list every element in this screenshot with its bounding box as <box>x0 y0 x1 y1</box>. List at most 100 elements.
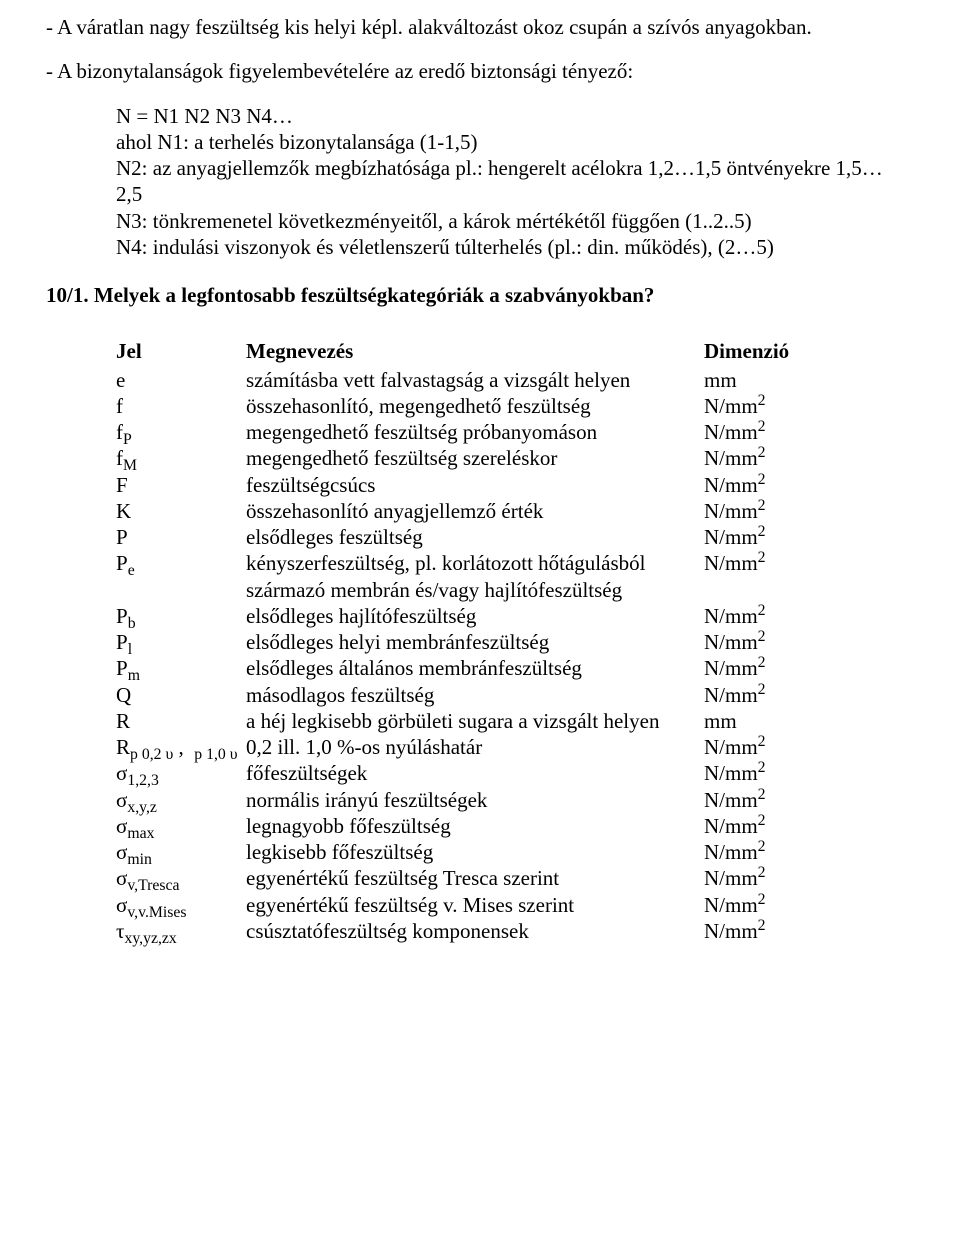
cell-dimension: N/mm2 <box>704 550 824 576</box>
table-row: τxy,yz,zxcsúsztatófeszültség komponensek… <box>116 918 904 944</box>
cell-dimension: mm <box>704 367 824 393</box>
cell-symbol: Q <box>116 682 246 708</box>
cell-dimension: N/mm2 <box>704 918 824 944</box>
cell-name: másodlagos feszültség <box>246 682 704 708</box>
cell-name: összehasonlító, megengedhető feszültség <box>246 393 704 419</box>
cell-dimension: N/mm2 <box>704 760 824 786</box>
formula-line-2: ahol N1: a terhelés bizonytalansága (1-1… <box>116 129 904 155</box>
table-row: Plelsődleges helyi membránfeszültségN/mm… <box>116 629 904 655</box>
table-header-name: Megnevezés <box>246 338 704 364</box>
cell-dimension: N/mm2 <box>704 445 824 471</box>
table-row: fösszehasonlító, megengedhető feszültség… <box>116 393 904 419</box>
cell-dimension: N/mm2 <box>704 892 824 918</box>
table-row: Pekényszerfeszültség, pl. korlátozott hő… <box>116 550 904 603</box>
cell-name: elsődleges hajlítófeszültség <box>246 603 704 629</box>
table-row: Qmásodlagos feszültségN/mm2 <box>116 682 904 708</box>
table-row: Pmelsődleges általános membránfeszültség… <box>116 655 904 681</box>
table-row: fMmegengedhető feszültség szereléskorN/m… <box>116 445 904 471</box>
cell-name: egyenértékű feszültség v. Mises szerint <box>246 892 704 918</box>
cell-dimension: N/mm2 <box>704 734 824 760</box>
cell-name: legkisebb főfeszültség <box>246 839 704 865</box>
cell-name: főfeszültségek <box>246 760 704 786</box>
cell-dimension: N/mm2 <box>704 419 824 445</box>
table-header-dim: Dimenzió <box>704 338 824 364</box>
cell-symbol: fP <box>116 419 246 445</box>
cell-dimension: N/mm2 <box>704 393 824 419</box>
cell-symbol: σv,Tresca <box>116 865 246 891</box>
paragraph-1: - A váratlan nagy feszültség kis helyi k… <box>46 14 914 40</box>
table-row: σv,Trescaegyenértékű feszültség Tresca s… <box>116 865 904 891</box>
cell-dimension: N/mm2 <box>704 813 824 839</box>
table-row: FfeszültségcsúcsN/mm2 <box>116 472 904 498</box>
table-row: σx,y,znormális irányú feszültségekN/mm2 <box>116 787 904 813</box>
cell-symbol: σmin <box>116 839 246 865</box>
cell-symbol: P <box>116 524 246 550</box>
table-row: Rp 0,2 υ , p 1,0 υ0,2 ill. 1,0 %-os nyúl… <box>116 734 904 760</box>
cell-name: elsődleges feszültség <box>246 524 704 550</box>
cell-symbol: K <box>116 498 246 524</box>
cell-dimension: N/mm2 <box>704 629 824 655</box>
cell-symbol: F <box>116 472 246 498</box>
table-header-sym: Jel <box>116 338 246 364</box>
table-row: σ1,2,3főfeszültségekN/mm2 <box>116 760 904 786</box>
cell-name: normális irányú feszültségek <box>246 787 704 813</box>
table-row: Kösszehasonlító anyagjellemző értékN/mm2 <box>116 498 904 524</box>
paragraph-2: - A bizonytalanságok figyelembevételére … <box>46 58 914 84</box>
cell-symbol: Pb <box>116 603 246 629</box>
cell-name: egyenértékű feszültség Tresca szerint <box>246 865 704 891</box>
cell-dimension: mm <box>704 708 824 734</box>
cell-symbol: f <box>116 393 246 419</box>
cell-symbol: Pe <box>116 550 246 576</box>
cell-name: elsődleges helyi membránfeszültség <box>246 629 704 655</box>
cell-dimension: N/mm2 <box>704 682 824 708</box>
table-header-row: Jel Megnevezés Dimenzió <box>116 338 904 364</box>
table-row: fPmegengedhető feszültség próbanyomásonN… <box>116 419 904 445</box>
cell-name: megengedhető feszültség próbanyomáson <box>246 419 704 445</box>
cell-name: 0,2 ill. 1,0 %-os nyúláshatár <box>246 734 704 760</box>
formula-block: N = N1 N2 N3 N4… ahol N1: a terhelés biz… <box>116 103 904 261</box>
cell-symbol: R <box>116 708 246 734</box>
table-row: Pelsődleges feszültségN/mm2 <box>116 524 904 550</box>
cell-symbol: Pm <box>116 655 246 681</box>
cell-dimension: N/mm2 <box>704 839 824 865</box>
cell-symbol: Rp 0,2 υ , p 1,0 υ <box>116 734 246 760</box>
cell-symbol: σmax <box>116 813 246 839</box>
formula-line-3: N2: az anyagjellemzők megbízhatósága pl.… <box>116 155 904 208</box>
cell-dimension: N/mm2 <box>704 524 824 550</box>
cell-name: csúsztatófeszültség komponensek <box>246 918 704 944</box>
table-body: eszámításba vett falvastagság a vizsgált… <box>116 367 904 945</box>
cell-name: legnagyobb főfeszültség <box>246 813 704 839</box>
formula-line-1: N = N1 N2 N3 N4… <box>116 103 904 129</box>
table-row: Pbelsődleges hajlítófeszültségN/mm2 <box>116 603 904 629</box>
cell-name: összehasonlító anyagjellemző érték <box>246 498 704 524</box>
cell-symbol: e <box>116 367 246 393</box>
table-row: σv,v.Misesegyenértékű feszültség v. Mise… <box>116 892 904 918</box>
cell-dimension: N/mm2 <box>704 655 824 681</box>
cell-dimension: N/mm2 <box>704 603 824 629</box>
cell-name: a héj legkisebb görbületi sugara a vizsg… <box>246 708 704 734</box>
cell-name: feszültségcsúcs <box>246 472 704 498</box>
cell-symbol: Pl <box>116 629 246 655</box>
table-row: σmaxlegnagyobb főfeszültségN/mm2 <box>116 813 904 839</box>
document-page: - A váratlan nagy feszültség kis helyi k… <box>0 0 960 1243</box>
section-heading: 10/1. Melyek a legfontosabb feszültségka… <box>46 282 914 308</box>
cell-name: megengedhető feszültség szereléskor <box>246 445 704 471</box>
cell-symbol: τxy,yz,zx <box>116 918 246 944</box>
cell-symbol: σ1,2,3 <box>116 760 246 786</box>
table-row: Ra héj legkisebb görbületi sugara a vizs… <box>116 708 904 734</box>
cell-dimension: N/mm2 <box>704 498 824 524</box>
cell-name: elsődleges általános membránfeszültség <box>246 655 704 681</box>
table-row: σminlegkisebb főfeszültségN/mm2 <box>116 839 904 865</box>
cell-dimension: N/mm2 <box>704 787 824 813</box>
stress-categories-table: Jel Megnevezés Dimenzió eszámításba vett… <box>116 338 904 944</box>
cell-dimension: N/mm2 <box>704 472 824 498</box>
table-row: eszámításba vett falvastagság a vizsgált… <box>116 367 904 393</box>
formula-line-4: N3: tönkremenetel következményeitől, a k… <box>116 208 904 234</box>
cell-symbol: σv,v.Mises <box>116 892 246 918</box>
cell-symbol: σx,y,z <box>116 787 246 813</box>
formula-line-5: N4: indulási viszonyok és véletlenszerű … <box>116 234 904 260</box>
cell-name: kényszerfeszültség, pl. korlátozott hőtá… <box>246 550 704 603</box>
cell-symbol: fM <box>116 445 246 471</box>
cell-dimension: N/mm2 <box>704 865 824 891</box>
cell-name: számításba vett falvastagság a vizsgált … <box>246 367 704 393</box>
